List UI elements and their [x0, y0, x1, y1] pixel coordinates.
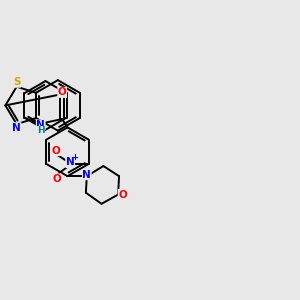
Text: S: S	[13, 77, 20, 87]
Text: O: O	[58, 87, 67, 97]
Text: O: O	[52, 146, 60, 156]
Text: O: O	[118, 190, 127, 200]
Text: N: N	[66, 158, 74, 167]
Text: N: N	[36, 120, 45, 130]
Text: N: N	[82, 170, 91, 180]
Text: H: H	[37, 127, 44, 136]
Text: O: O	[52, 174, 61, 184]
Text: +: +	[71, 153, 78, 162]
Text: N: N	[12, 123, 21, 133]
